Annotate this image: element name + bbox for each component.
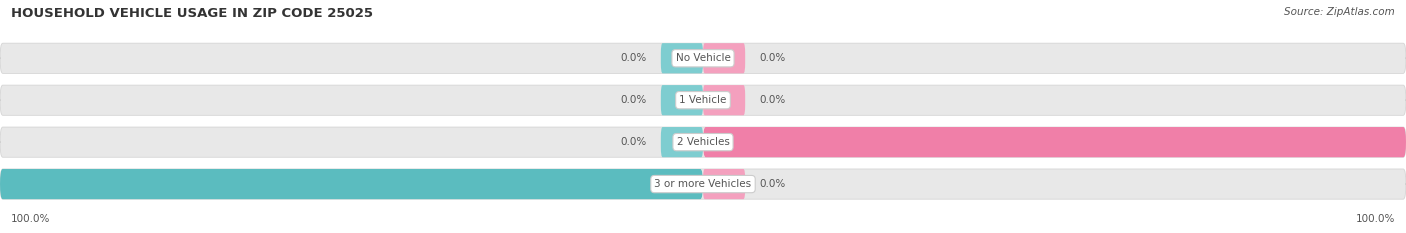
FancyBboxPatch shape <box>703 43 745 73</box>
FancyBboxPatch shape <box>661 85 703 115</box>
Text: 1 Vehicle: 1 Vehicle <box>679 95 727 105</box>
Text: 0.0%: 0.0% <box>759 179 786 189</box>
FancyBboxPatch shape <box>0 169 1406 199</box>
FancyBboxPatch shape <box>703 127 1406 157</box>
Text: 0.0%: 0.0% <box>620 53 647 63</box>
Text: HOUSEHOLD VEHICLE USAGE IN ZIP CODE 25025: HOUSEHOLD VEHICLE USAGE IN ZIP CODE 2502… <box>11 7 373 20</box>
Text: 0.0%: 0.0% <box>759 53 786 63</box>
FancyBboxPatch shape <box>0 127 1406 157</box>
Text: Source: ZipAtlas.com: Source: ZipAtlas.com <box>1284 7 1395 17</box>
FancyBboxPatch shape <box>0 85 1406 115</box>
FancyBboxPatch shape <box>661 127 703 157</box>
Text: 100.0%: 100.0% <box>11 214 51 224</box>
Text: 2 Vehicles: 2 Vehicles <box>676 137 730 147</box>
Text: 0.0%: 0.0% <box>620 137 647 147</box>
Text: 100.0%: 100.0% <box>1355 214 1395 224</box>
Text: 0.0%: 0.0% <box>759 95 786 105</box>
FancyBboxPatch shape <box>703 169 745 199</box>
Text: 0.0%: 0.0% <box>620 95 647 105</box>
Text: No Vehicle: No Vehicle <box>675 53 731 63</box>
Text: 3 or more Vehicles: 3 or more Vehicles <box>654 179 752 189</box>
FancyBboxPatch shape <box>661 43 703 73</box>
FancyBboxPatch shape <box>703 85 745 115</box>
FancyBboxPatch shape <box>0 169 703 199</box>
FancyBboxPatch shape <box>0 43 1406 73</box>
